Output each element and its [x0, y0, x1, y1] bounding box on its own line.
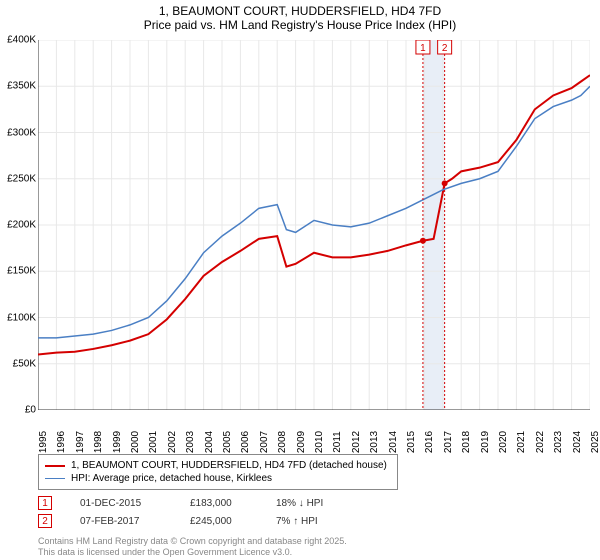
marker-diff: 18% ↓ HPI — [276, 498, 346, 509]
x-tick-label: 2014 — [388, 431, 399, 453]
marker-number: 1 — [38, 496, 52, 510]
svg-text:2: 2 — [442, 43, 448, 54]
y-axis-labels: £0£50K£100K£150K£200K£250K£300K£350K£400… — [0, 40, 38, 410]
title-line1: 1, BEAUMONT COURT, HUDDERSFIELD, HD4 7FD — [0, 4, 600, 18]
x-tick-label: 2003 — [185, 431, 196, 453]
x-tick-label: 2009 — [296, 431, 307, 453]
x-tick-label: 2005 — [222, 431, 233, 453]
legend-label: 1, BEAUMONT COURT, HUDDERSFIELD, HD4 7FD… — [71, 460, 387, 471]
y-tick-label: £250K — [7, 173, 36, 184]
x-axis-labels: 1995 1996 1997 1998 1999 2000 2001 2002 2003 2004… — [38, 412, 590, 452]
legend-label: HPI: Average price, detached house, Kirk… — [71, 473, 272, 484]
x-tick-label: 2007 — [259, 431, 270, 453]
x-tick-label: 1995 — [38, 431, 49, 453]
x-tick-label: 2008 — [277, 431, 288, 453]
marker-price: £245,000 — [190, 516, 248, 527]
legend-row: HPI: Average price, detached house, Kirk… — [45, 472, 391, 485]
legend-row: 1, BEAUMONT COURT, HUDDERSFIELD, HD4 7FD… — [45, 459, 391, 472]
x-tick-label: 1997 — [75, 431, 86, 453]
x-tick-label: 2025 — [590, 431, 600, 453]
y-tick-label: £200K — [7, 220, 36, 231]
x-tick-label: 2015 — [406, 431, 417, 453]
x-tick-label: 2000 — [130, 431, 141, 453]
x-tick-label: 2010 — [314, 431, 325, 453]
footer-line2: This data is licensed under the Open Gov… — [38, 547, 347, 558]
x-tick-label: 2016 — [424, 431, 435, 453]
chart-container: 1, BEAUMONT COURT, HUDDERSFIELD, HD4 7FD… — [0, 0, 600, 560]
x-tick-label: 2020 — [498, 431, 509, 453]
y-tick-label: £300K — [7, 127, 36, 138]
x-tick-label: 2006 — [240, 431, 251, 453]
y-tick-label: £350K — [7, 81, 36, 92]
x-tick-label: 2001 — [148, 431, 159, 453]
svg-text:1: 1 — [420, 43, 426, 54]
chart-plot-area: 12 — [38, 40, 590, 410]
x-tick-label: 2013 — [369, 431, 380, 453]
marker-price: £183,000 — [190, 498, 248, 509]
x-tick-label: 2011 — [332, 431, 343, 453]
legend: 1, BEAUMONT COURT, HUDDERSFIELD, HD4 7FD… — [38, 454, 398, 490]
x-tick-label: 2012 — [351, 431, 362, 453]
marker-date: 01-DEC-2015 — [80, 498, 162, 509]
legend-swatch — [45, 465, 65, 467]
marker-diff: 7% ↑ HPI — [276, 516, 346, 527]
footer-attribution: Contains HM Land Registry data © Crown c… — [38, 536, 347, 558]
x-tick-label: 2021 — [516, 431, 527, 453]
y-tick-label: £150K — [7, 266, 36, 277]
chart-svg: 12 — [38, 40, 590, 410]
y-tick-label: £400K — [7, 35, 36, 46]
marker-number: 2 — [38, 514, 52, 528]
marker-row: 1 01-DEC-2015 £183,000 18% ↓ HPI — [38, 494, 346, 512]
x-tick-label: 1999 — [112, 431, 123, 453]
title-block: 1, BEAUMONT COURT, HUDDERSFIELD, HD4 7FD… — [0, 0, 600, 32]
x-tick-label: 2023 — [553, 431, 564, 453]
x-tick-label: 2018 — [461, 431, 472, 453]
x-tick-label: 1998 — [93, 431, 104, 453]
x-tick-label: 2002 — [167, 431, 178, 453]
title-line2: Price paid vs. HM Land Registry's House … — [0, 18, 600, 32]
x-tick-label: 2017 — [443, 431, 454, 453]
x-tick-label: 2022 — [535, 431, 546, 453]
y-tick-label: £50K — [13, 358, 36, 369]
y-tick-label: £100K — [7, 312, 36, 323]
x-tick-label: 1996 — [56, 431, 67, 453]
legend-swatch — [45, 478, 65, 480]
markers-table: 1 01-DEC-2015 £183,000 18% ↓ HPI 2 07-FEB-201… — [38, 494, 346, 530]
footer-line1: Contains HM Land Registry data © Crown c… — [38, 536, 347, 547]
x-tick-label: 2024 — [572, 431, 583, 453]
marker-date: 07-FEB-2017 — [80, 516, 162, 527]
x-tick-label: 2019 — [480, 431, 491, 453]
marker-row: 2 07-FEB-2017 £245,000 7% ↑ HPI — [38, 512, 346, 530]
x-tick-label: 2004 — [204, 431, 215, 453]
y-tick-label: £0 — [25, 405, 36, 416]
